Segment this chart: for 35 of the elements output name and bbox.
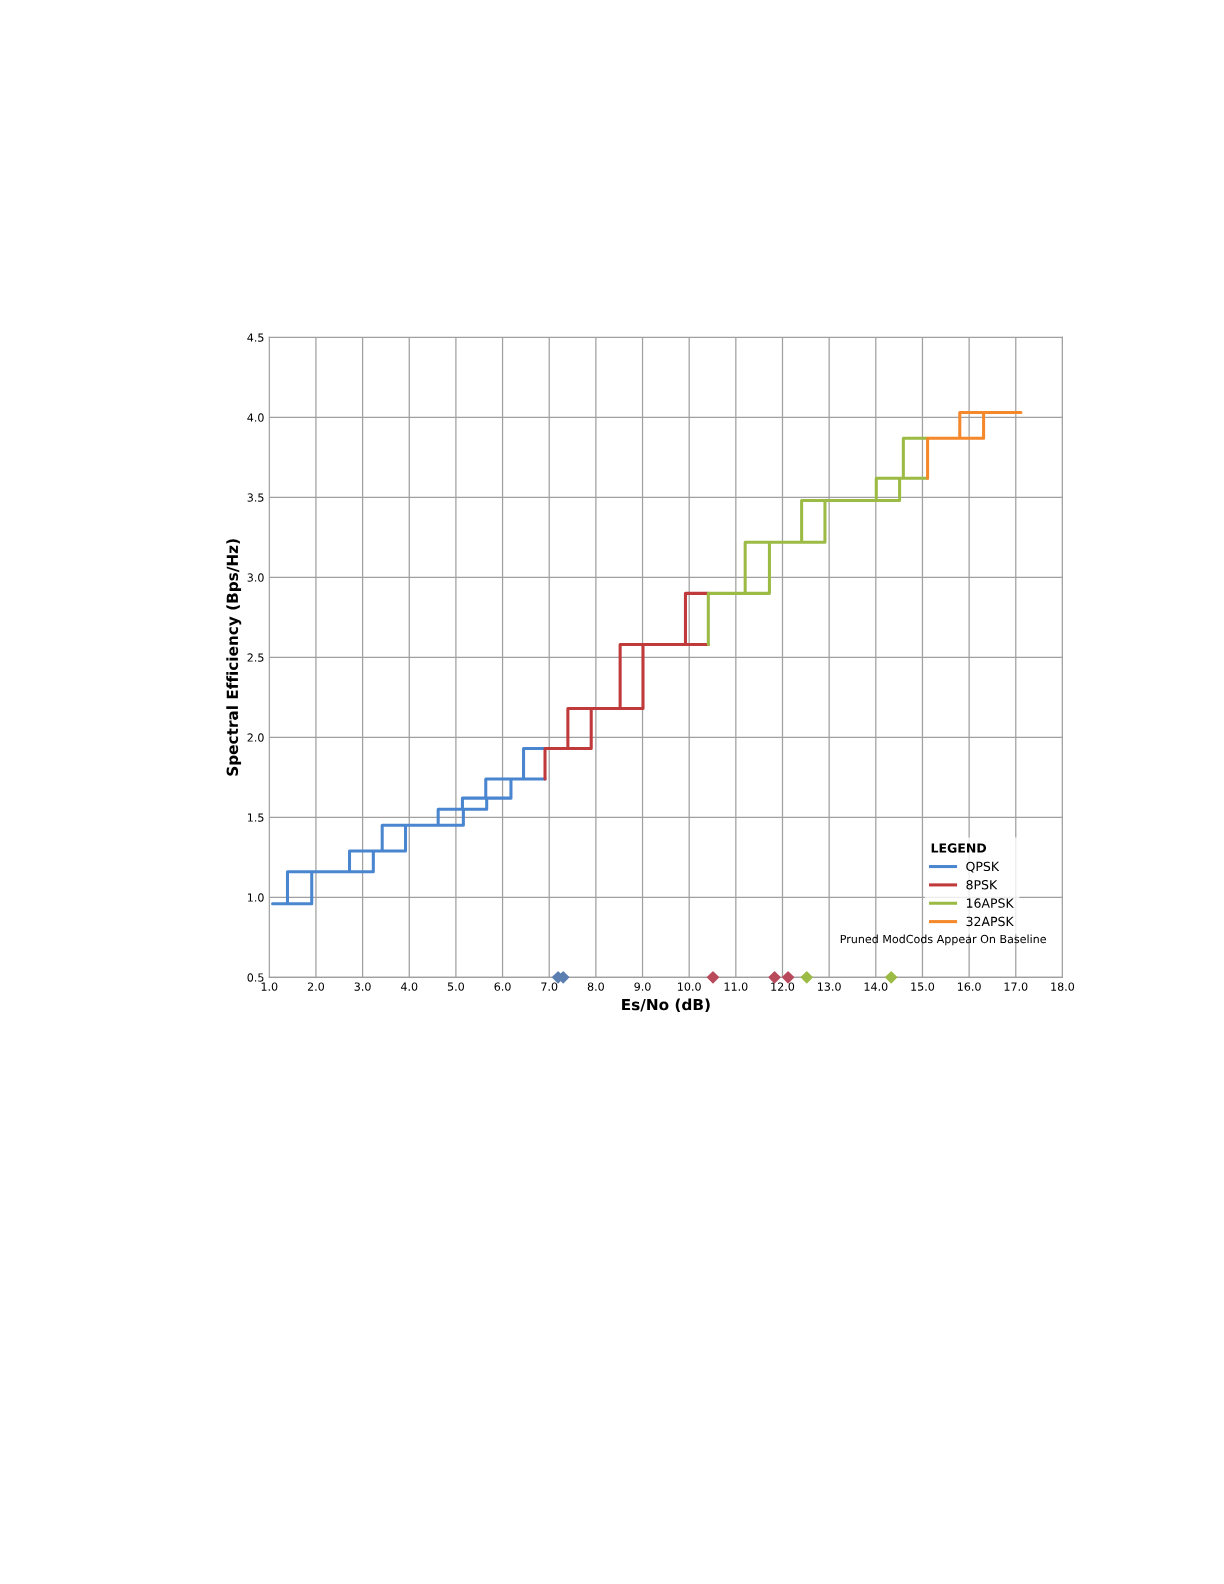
x-tick-label: 14.0 [864,982,888,991]
x-tick-label: 2.0 [307,982,325,991]
x-tick-label: 13.0 [818,982,841,991]
x-tick-label: 3.0 [354,982,371,991]
y-tick-label: 0.5 [247,973,264,982]
legend-label: 8PSK [966,880,998,890]
x-tick-label: 6.0 [494,982,511,991]
x-tick-label: 18.0 [1051,982,1075,991]
x-tick-label: 5.0 [447,982,464,991]
y-tick-label: 3.5 [247,493,264,502]
y-tick-label: 4.5 [247,333,264,342]
x-tick-label: 7.0 [541,982,558,991]
y-tick-label: 2.5 [247,653,264,662]
x-axis-title: Es/No (dB) [622,998,710,1013]
x-tick-label: 15.0 [911,982,935,991]
legend-label: 32APSK [966,916,1014,927]
legend-label: QPSK [966,861,1000,873]
x-tick-label: 16.0 [957,982,981,991]
x-tick-label: 8.0 [587,982,604,991]
y-tick-label: 3.0 [247,573,264,582]
x-tick-label: 10.0 [678,982,701,991]
y-tick-label: 1.0 [247,893,264,902]
y-tick-label: 2.0 [247,733,264,742]
x-tick-label: 9.0 [634,982,651,991]
y-tick-label: 4.0 [247,413,264,422]
x-tick-label: 4.0 [400,982,418,991]
y-axis-title: Spectral Efficiency (Bps/Hz) [226,539,242,776]
y-tick-label: 1.5 [247,813,264,822]
legend-title: LEGEND [931,843,987,853]
x-tick-label: 17.0 [1004,982,1028,991]
x-tick-label: 11.0 [724,982,748,991]
legend-label: 16APSK [966,898,1014,908]
x-tick-label: 1.0 [261,982,278,991]
x-tick-label: 12.0 [771,982,795,991]
annotation: Pruned ModCods Appear On Baseline [840,934,1046,946]
